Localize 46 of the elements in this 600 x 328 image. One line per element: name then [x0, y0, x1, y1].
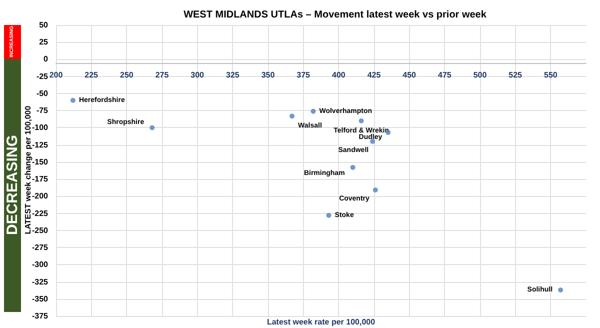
y-tick-label: -50 [36, 88, 49, 98]
point [290, 114, 295, 119]
x-tick-label: 225 [84, 70, 99, 80]
y-tick-label: -325 [32, 277, 49, 286]
y-tick-label: -100 [32, 123, 49, 132]
y-tick-label: -125 [32, 140, 49, 150]
side-panel: DECREASING [4, 58, 21, 312]
x-tick-label: 425 [367, 70, 382, 80]
y-tick-label: -25 [36, 72, 49, 81]
x-tick-label: 400 [332, 70, 346, 80]
y-tick-label: 50 [39, 20, 49, 30]
y-tick-label: -225 [32, 208, 49, 218]
point [358, 118, 364, 124]
y-tick-label: 0 [44, 54, 49, 64]
y-tick-label: -375 [32, 312, 49, 320]
point [326, 212, 332, 218]
x-tick-label: 550 [544, 70, 558, 80]
point [372, 188, 378, 193]
y-tick-label: -175 [32, 174, 49, 184]
x-axis-title: Latest week rate per 100,000 [266, 318, 376, 326]
y-axis-title: LATEST week change per 100,000 [24, 105, 32, 234]
x-tick-label: 300 [190, 70, 205, 80]
x-tick-label: 500 [473, 70, 488, 80]
chart-title: WEST MIDLANDS UTLAs – Movement latest week vs prior week [184, 10, 487, 20]
x-tick-label: 325 [226, 70, 240, 80]
x-tick-label: 475 [438, 70, 452, 80]
x-tick-label: 450 [402, 70, 417, 80]
x-tick-label: 250 [120, 70, 134, 80]
point [150, 125, 155, 130]
y-tick-label: -150 [32, 157, 49, 166]
y-tick-label: -275 [32, 243, 49, 252]
y-tick-label: -250 [32, 226, 49, 235]
point [310, 108, 316, 114]
x-tick-label: 350 [261, 70, 276, 80]
y-tick-label: -200 [32, 192, 49, 201]
x-tick-label: 525 [508, 70, 523, 80]
y-tick-label: -350 [32, 294, 49, 304]
point [350, 164, 356, 170]
y-tick-label: 25 [39, 38, 49, 47]
x-tick-label: 375 [296, 70, 311, 80]
y-tick-label: -75 [36, 106, 49, 116]
point [70, 98, 76, 103]
y-tick-label: -300 [32, 260, 49, 270]
x-tick-label: 200 [49, 70, 64, 80]
point [558, 287, 564, 292]
x-tick-label: 275 [155, 70, 170, 80]
